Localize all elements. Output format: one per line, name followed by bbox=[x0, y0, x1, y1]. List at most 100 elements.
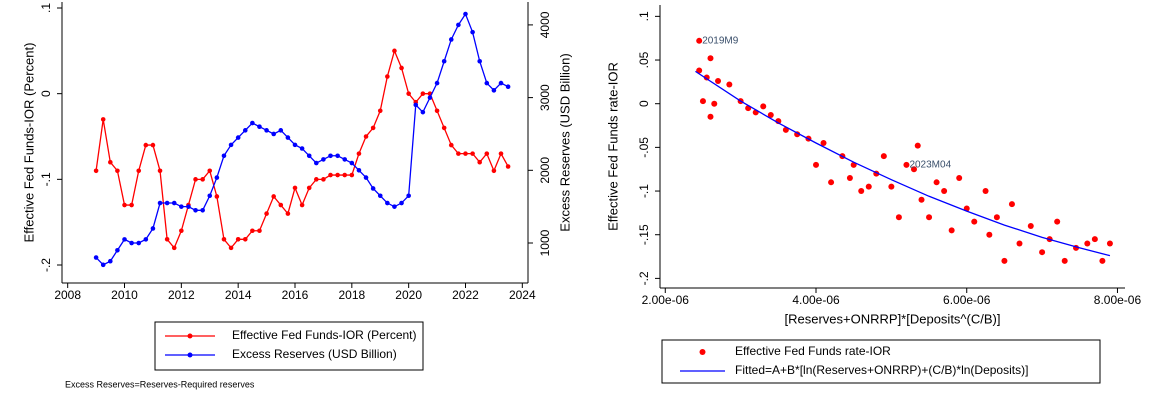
data-point bbox=[420, 91, 426, 96]
data-point bbox=[406, 193, 411, 199]
data-point bbox=[760, 103, 767, 110]
data-point bbox=[813, 161, 820, 168]
data-point bbox=[100, 117, 106, 122]
data-point bbox=[1106, 240, 1113, 247]
data-point bbox=[982, 188, 989, 195]
data-point bbox=[696, 67, 703, 74]
data-point bbox=[820, 140, 827, 147]
data-point bbox=[349, 160, 355, 166]
data-point bbox=[235, 135, 241, 140]
y2-tick-label: 1000 bbox=[538, 229, 552, 256]
data-point bbox=[363, 134, 369, 139]
data-point bbox=[108, 159, 113, 165]
data-point bbox=[470, 29, 475, 35]
data-point bbox=[143, 237, 149, 242]
data-point bbox=[150, 142, 156, 148]
data-point bbox=[434, 108, 440, 114]
x-tick-label: 2012 bbox=[168, 288, 195, 302]
y-tick-label: 0 bbox=[637, 100, 651, 107]
data-point bbox=[1084, 240, 1091, 247]
data-point bbox=[356, 168, 362, 173]
data-point bbox=[858, 188, 865, 195]
data-point bbox=[363, 175, 369, 180]
data-point bbox=[1001, 257, 1008, 264]
x-tick-label: 2016 bbox=[282, 288, 309, 302]
data-point bbox=[171, 245, 177, 251]
data-point bbox=[406, 91, 411, 96]
data-point bbox=[1099, 257, 1106, 264]
data-point bbox=[941, 188, 948, 195]
data-point bbox=[726, 81, 733, 88]
legend-label: Excess Reserves (USD Billion) bbox=[232, 347, 397, 361]
data-point bbox=[115, 247, 120, 253]
data-point bbox=[228, 142, 234, 148]
data-point bbox=[285, 211, 291, 216]
data-point bbox=[703, 74, 710, 81]
data-point bbox=[956, 174, 963, 181]
data-point bbox=[448, 142, 454, 148]
data-point bbox=[122, 237, 127, 242]
data-point bbox=[335, 172, 340, 178]
data-point bbox=[200, 207, 205, 213]
data-point bbox=[257, 228, 262, 234]
data-point bbox=[179, 228, 184, 234]
data-point bbox=[242, 128, 248, 133]
data-point bbox=[699, 98, 706, 105]
x-tick-label: 2024 bbox=[509, 288, 536, 302]
data-point bbox=[356, 151, 362, 156]
data-point bbox=[895, 214, 902, 221]
x-tick-label: 2018 bbox=[338, 288, 365, 302]
data-point bbox=[463, 151, 468, 156]
y2-tick-label: 4000 bbox=[538, 11, 552, 38]
data-point bbox=[264, 128, 269, 133]
y-tick-label: -.1 bbox=[39, 172, 53, 186]
y-tick-label: -.05 bbox=[637, 137, 651, 158]
y2-tick-label: 3000 bbox=[538, 84, 552, 111]
data-point bbox=[377, 193, 383, 199]
data-point bbox=[228, 245, 234, 251]
data-point bbox=[1054, 218, 1061, 225]
data-point bbox=[767, 112, 774, 119]
data-point bbox=[420, 109, 426, 115]
data-point bbox=[285, 135, 291, 140]
data-point bbox=[926, 214, 933, 221]
data-point bbox=[427, 95, 433, 100]
y-tick-label: .1 bbox=[39, 3, 53, 13]
x-tick-label: 2020 bbox=[395, 288, 422, 302]
data-point bbox=[399, 65, 404, 71]
data-point bbox=[257, 124, 262, 129]
y-tick-label: -.2 bbox=[39, 258, 53, 272]
data-point bbox=[1061, 257, 1068, 264]
data-point bbox=[143, 142, 149, 148]
data-point bbox=[207, 168, 213, 174]
data-point bbox=[434, 80, 440, 86]
data-point bbox=[321, 177, 326, 182]
data-point bbox=[392, 204, 397, 209]
legend-label: Effective Fed Funds rate-IOR bbox=[735, 344, 891, 358]
data-point bbox=[914, 142, 921, 149]
data-point bbox=[264, 211, 269, 216]
data-point bbox=[484, 151, 490, 156]
data-point bbox=[1091, 236, 1098, 243]
y-axis-title: Effective Fed Funds-IOR (Percent) bbox=[21, 43, 36, 243]
data-point bbox=[456, 151, 461, 156]
data-point bbox=[328, 172, 333, 178]
legend-box bbox=[154, 321, 424, 371]
data-point bbox=[214, 194, 220, 199]
data-point bbox=[1008, 201, 1015, 208]
data-point bbox=[179, 204, 184, 209]
data-point bbox=[933, 179, 940, 186]
data-point bbox=[491, 168, 497, 174]
data-point bbox=[299, 146, 305, 151]
data-point bbox=[385, 74, 390, 79]
y2-tick-label: 2000 bbox=[538, 157, 552, 184]
data-point bbox=[399, 200, 404, 206]
y-tick-label: 0 bbox=[39, 90, 53, 97]
data-point bbox=[477, 159, 482, 165]
data-point bbox=[242, 237, 248, 242]
legend-label: Fitted=A+B*[ln(Reserves+ONRRP)+(C/B)*ln(… bbox=[735, 363, 1028, 377]
data-point bbox=[164, 237, 170, 242]
data-point bbox=[278, 128, 284, 133]
data-point bbox=[1039, 249, 1046, 256]
